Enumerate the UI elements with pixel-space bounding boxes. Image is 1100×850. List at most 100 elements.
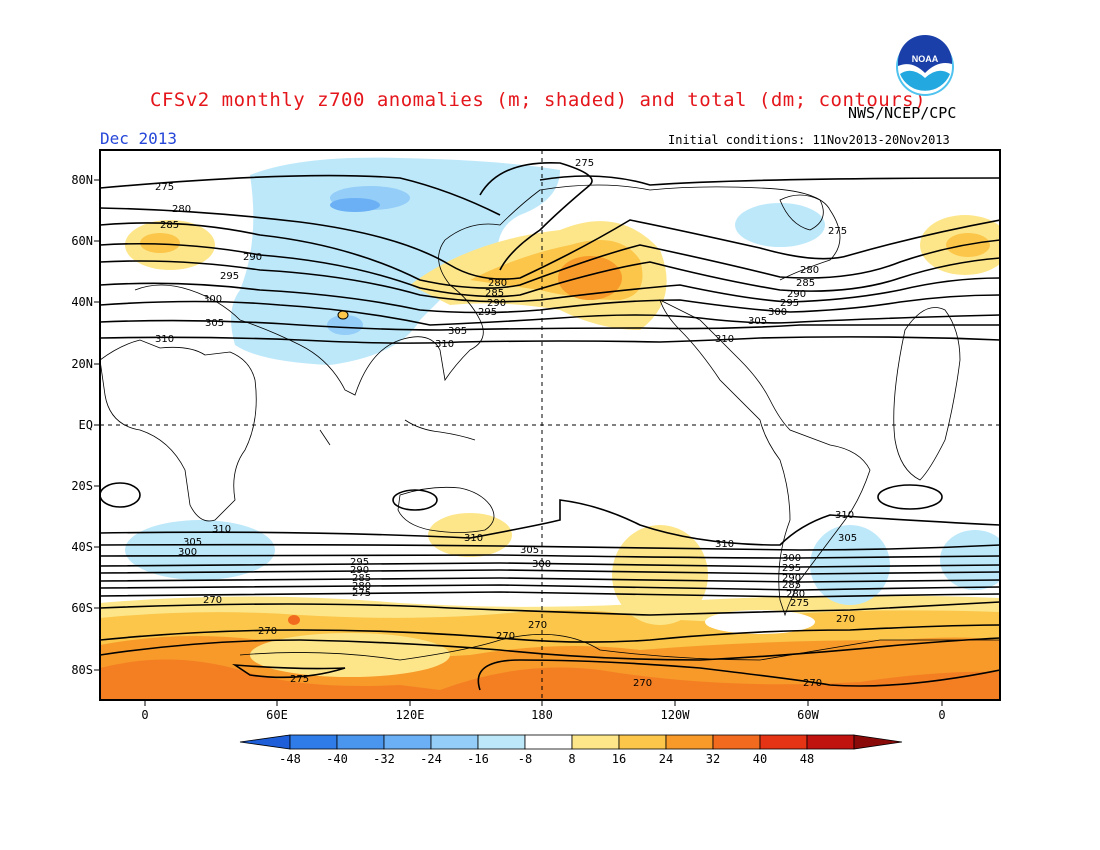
colorbar-swatch (524, 734, 573, 750)
colorbar-swatch (383, 734, 432, 750)
svg-text:310: 310 (835, 510, 854, 521)
lat-label-80s: 80S (71, 663, 93, 677)
svg-text:280: 280 (172, 204, 191, 215)
colorbar-swatch (289, 734, 338, 750)
svg-text:270: 270 (496, 631, 515, 642)
lat-label-40s: 40S (71, 540, 93, 554)
svg-text:275: 275 (290, 674, 309, 685)
svg-text:290: 290 (787, 289, 806, 300)
colorbar (239, 734, 903, 750)
lat-label-20s: 20S (71, 479, 93, 493)
colorbar-tick-label: 32 (705, 752, 721, 766)
svg-text:305: 305 (838, 533, 857, 544)
svg-text:285: 285 (485, 288, 504, 299)
svg-text:310: 310 (435, 339, 454, 350)
height-contours (100, 161, 1000, 691)
colorbar-tick-label: -32 (373, 752, 395, 766)
colorbar-tick-label: 48 (799, 752, 815, 766)
colorbar-swatch (806, 734, 855, 750)
svg-text:295: 295 (350, 557, 369, 568)
svg-text:275: 275 (790, 598, 809, 609)
svg-text:270: 270 (528, 620, 547, 631)
svg-text:300: 300 (532, 559, 551, 570)
lat-label-20n: 20N (71, 357, 93, 371)
lat-label-60n: 60N (71, 234, 93, 248)
lat-label-40n: 40N (71, 295, 93, 309)
svg-text:280: 280 (800, 265, 819, 276)
svg-text:300: 300 (768, 307, 787, 318)
colorbar-tick-label: -16 (467, 752, 489, 766)
svg-text:305: 305 (520, 545, 539, 556)
colorbar-arrow-right (853, 734, 903, 750)
colorbar-arrow-left (239, 734, 291, 750)
svg-text:290: 290 (243, 252, 262, 263)
colorbar-tick-label: -48 (279, 752, 301, 766)
colorbar-swatch (759, 734, 808, 750)
svg-text:290: 290 (487, 298, 506, 309)
svg-text:290: 290 (350, 565, 369, 576)
axis-ticks (94, 179, 943, 706)
contour-labels: 275 275 275 280 280 280 285 285 285 290 … (155, 158, 857, 689)
svg-text:285: 285 (160, 220, 179, 231)
svg-text:275: 275 (828, 226, 847, 237)
colorbar-swatch (665, 734, 714, 750)
svg-text:310: 310 (212, 524, 231, 535)
svg-text:285: 285 (796, 278, 815, 289)
colorbar-tick-label: -40 (326, 752, 348, 766)
svg-text:285: 285 (352, 573, 371, 584)
colorbar-tick-label: -24 (420, 752, 442, 766)
lon-label-60w: 60W (797, 708, 819, 722)
svg-text:310: 310 (464, 533, 483, 544)
colorbar-swatch (712, 734, 761, 750)
svg-text:275: 275 (155, 182, 174, 193)
colorbar-tick-label: 16 (611, 752, 627, 766)
colorbar-swatch (618, 734, 667, 750)
svg-text:310: 310 (155, 334, 174, 345)
svg-text:295: 295 (782, 563, 801, 574)
svg-text:305: 305 (183, 537, 202, 548)
initial-conditions: Initial conditions: 11Nov2013-20Nov2013 (668, 133, 950, 147)
svg-text:305: 305 (748, 316, 767, 327)
colorbar-tick-label: -8 (517, 752, 533, 766)
colorbar-tick-label: 24 (658, 752, 674, 766)
lat-label-eq: EQ (78, 418, 93, 432)
lon-label-0-east: 0 (938, 708, 946, 722)
lon-label-120w: 120W (660, 708, 690, 722)
colorbar-tick-label: 40 (752, 752, 768, 766)
svg-text:270: 270 (203, 595, 222, 606)
colorbar-swatch (430, 734, 479, 750)
grid-lines (100, 150, 1000, 700)
anomaly-shading (100, 157, 1000, 700)
svg-text:280: 280 (488, 278, 507, 289)
svg-text:280: 280 (352, 581, 371, 592)
map-title: CFSv2 monthly z700 anomalies (m; shaded)… (150, 89, 927, 111)
svg-text:270: 270 (633, 678, 652, 689)
svg-text:270: 270 (836, 614, 855, 625)
svg-text:275: 275 (575, 158, 594, 169)
colorbar-swatch (477, 734, 526, 750)
lon-label-120e: 120E (395, 708, 425, 722)
svg-text:310: 310 (715, 334, 734, 345)
colorbar-swatch (571, 734, 620, 750)
lat-label-60s: 60S (71, 601, 93, 615)
svg-text:300: 300 (178, 547, 197, 558)
svg-text:310: 310 (715, 539, 734, 550)
lon-label-180: 180 (531, 708, 553, 722)
svg-text:305: 305 (448, 326, 467, 337)
agency-label: NWS/NCEP/CPC (848, 104, 957, 122)
svg-text:305: 305 (205, 318, 224, 329)
lat-label-80n: 80N (71, 173, 93, 187)
forecast-month: Dec 2013 (100, 129, 178, 148)
svg-text:285: 285 (782, 580, 801, 591)
lon-label-60e: 60E (266, 708, 288, 722)
svg-text:270: 270 (258, 626, 277, 637)
svg-text:275: 275 (352, 588, 371, 599)
svg-text:295: 295 (780, 298, 799, 309)
lon-label-0-west: 0 (141, 708, 149, 722)
svg-text:290: 290 (782, 573, 801, 584)
svg-text:300: 300 (782, 553, 801, 564)
svg-text:295: 295 (220, 271, 239, 282)
colorbar-swatch (336, 734, 385, 750)
svg-text:270: 270 (803, 678, 822, 689)
